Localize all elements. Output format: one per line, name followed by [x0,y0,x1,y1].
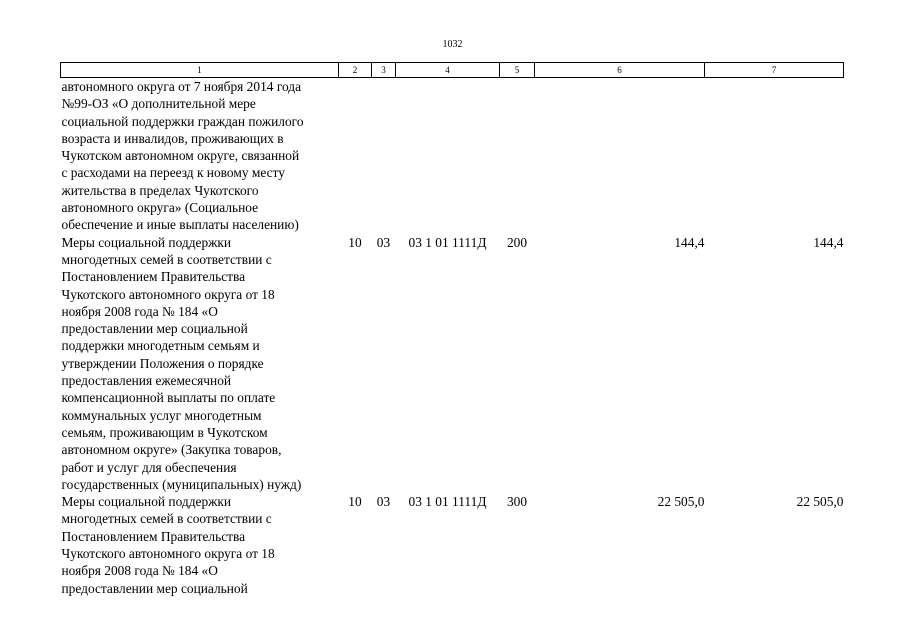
column-header-6: 6 [534,62,705,78]
row-amount-1: 144,4 [674,234,705,250]
row-name: Меры социальной поддержки многодетных се… [61,234,302,492]
row-subsection [372,78,396,234]
column-header-7: 7 [704,62,844,78]
row-expense-type [500,78,535,234]
row-amount-1 [535,78,705,234]
row-amount-2 [705,78,844,234]
row-amount-2: 22 505,0 [796,494,844,510]
table-row: автономного округа от 7 ноября 2014 года… [61,78,844,234]
column-header-5: 5 [499,62,535,78]
column-header-3: 3 [371,62,396,78]
row-name: Меры социальной поддержки многодетных се… [61,494,275,596]
table-row: Меры социальной поддержки многодетных се… [61,234,844,493]
row-section: 10 [348,494,362,510]
row-section: 10 [348,234,362,250]
row-target-code [396,78,500,234]
column-header-2: 2 [338,62,372,78]
row-target-code: 03 1 01 1111Д [408,234,487,250]
row-amount-2: 144,4 [813,234,844,250]
row-section [339,78,372,234]
row-amount-1: 22 505,0 [657,494,705,510]
row-subsection: 03 [376,494,391,510]
table-row: Меры социальной поддержки многодетных се… [61,493,844,597]
page-number: 1032 [442,39,463,50]
column-number-header: 1 2 3 4 5 6 7 [60,62,844,78]
row-target-code: 03 1 01 1111Д [408,494,487,510]
budget-table: 1 2 3 4 5 6 7 автономного округа от 7 но… [60,62,844,597]
row-expense-type: 300 [506,494,528,510]
row-subsection: 03 [376,234,391,250]
row-name: автономного округа от 7 ноября 2014 года… [61,79,304,233]
column-header-1: 1 [60,62,339,78]
column-header-4: 4 [395,62,500,78]
row-expense-type: 200 [506,234,528,250]
